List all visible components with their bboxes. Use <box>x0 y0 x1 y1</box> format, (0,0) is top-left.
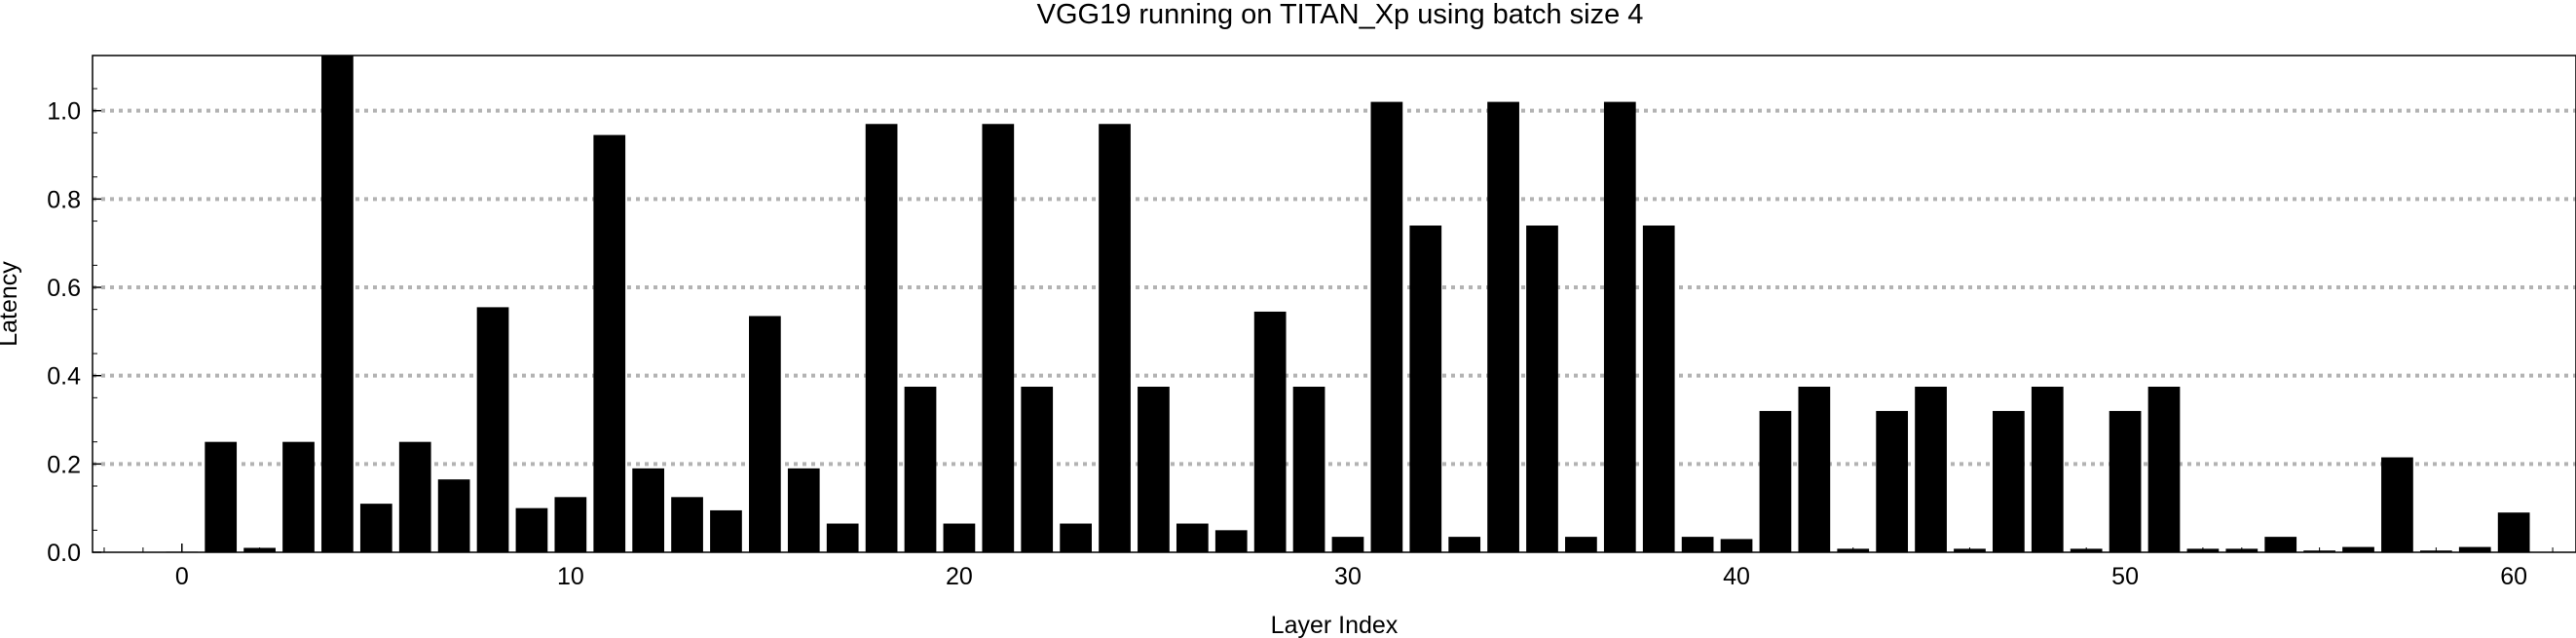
bar <box>1876 410 1909 552</box>
bar <box>1798 387 1831 552</box>
bar <box>904 387 937 552</box>
bar <box>671 497 703 552</box>
bar <box>1915 387 1947 552</box>
bar <box>982 124 1015 553</box>
x-tick-label: 30 <box>1334 563 1362 590</box>
bar <box>1642 225 1675 553</box>
bar <box>1565 537 1597 552</box>
y-tick-label: 0.4 <box>47 363 81 391</box>
x-axis-label: Layer Index <box>1271 612 1399 638</box>
bar <box>632 468 665 552</box>
x-tick-label: 40 <box>1723 563 1750 590</box>
bar <box>1021 387 1054 552</box>
gridlines <box>93 108 2576 467</box>
bar <box>2264 537 2297 552</box>
bar <box>1099 124 1131 553</box>
bar <box>515 507 548 552</box>
x-tick-label: 60 <box>2500 563 2527 590</box>
bar <box>1292 387 1325 552</box>
bar <box>2109 410 2142 552</box>
bar <box>2147 387 2181 552</box>
x-tick-label: 50 <box>2111 563 2139 590</box>
bar <box>1448 537 1481 552</box>
bar <box>2381 457 2413 552</box>
x-tick-label: 10 <box>557 563 584 590</box>
bar <box>1759 410 1792 552</box>
axis-ticks: 0.0 0.2 0.4 0.6 0.8 1.0 0 10 20 30 40 50 60 <box>47 88 2554 590</box>
bar <box>1487 101 1519 552</box>
bar <box>2031 387 2064 552</box>
bar <box>321 56 354 552</box>
x-tick-label: 20 <box>946 563 973 590</box>
y-tick-label: 0.0 <box>47 540 81 567</box>
bar <box>865 124 898 553</box>
bar <box>749 316 781 552</box>
bar <box>398 441 431 552</box>
bar <box>437 479 470 552</box>
bars <box>166 56 2530 553</box>
bar <box>1138 387 1170 552</box>
bar <box>1370 101 1403 552</box>
bar <box>282 441 315 552</box>
bar <box>1603 101 1636 552</box>
bar <box>1681 537 1714 552</box>
x-tick-label: 0 <box>175 563 189 590</box>
bar <box>1526 225 1558 553</box>
bar <box>1253 311 1287 552</box>
bar <box>1993 410 2025 552</box>
bar <box>787 468 820 552</box>
y-tick-label: 0.2 <box>47 451 81 478</box>
bar <box>476 307 509 552</box>
bar <box>359 504 392 552</box>
y-axis-label: Latency <box>0 261 22 347</box>
bar <box>1214 530 1248 552</box>
plot-frame <box>92 55 2576 553</box>
chart-title: VGG19 running on TITAN_Xp using batch si… <box>1037 0 1644 30</box>
y-tick-label: 0.6 <box>47 275 81 302</box>
bar <box>1409 225 1442 553</box>
bar <box>593 134 626 552</box>
bar <box>710 509 742 552</box>
bar <box>554 497 587 552</box>
bar <box>205 441 238 552</box>
y-tick-label: 0.8 <box>47 186 81 213</box>
y-tick-label: 1.0 <box>47 98 81 126</box>
